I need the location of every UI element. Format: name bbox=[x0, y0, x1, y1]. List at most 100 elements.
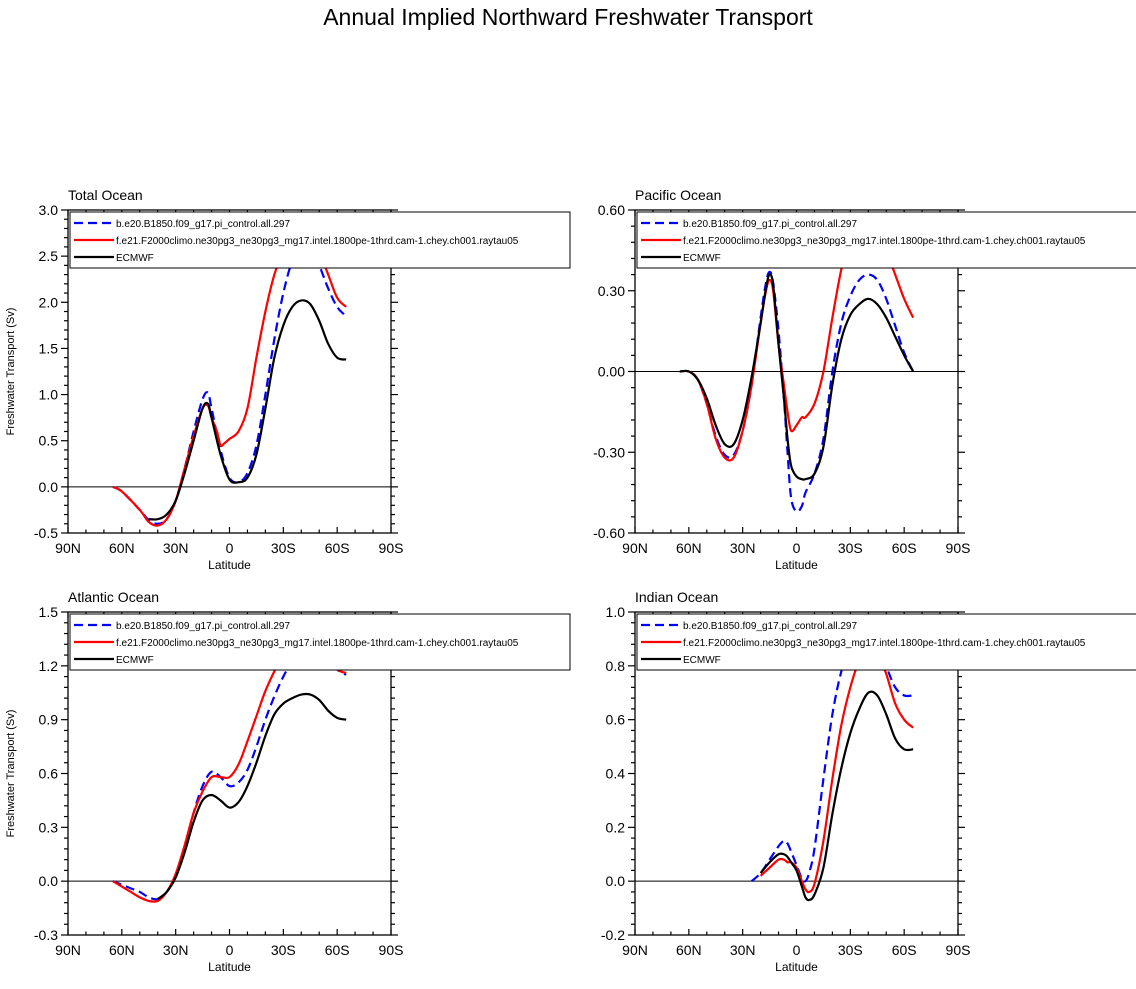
series-line-2 bbox=[112, 632, 347, 903]
x-tick-label: 60N bbox=[676, 942, 702, 958]
x-axis-label: Latitude bbox=[208, 558, 251, 572]
series-line-2 bbox=[759, 645, 914, 894]
y-axis-label: Freshwater Transport (Sv) bbox=[5, 710, 17, 838]
legend-label-3: ECMWF bbox=[116, 253, 154, 264]
legend-box bbox=[69, 211, 571, 269]
x-axis-label: Latitude bbox=[775, 558, 818, 572]
x-tick-label: 60S bbox=[892, 540, 917, 556]
x-tick-label: 0 bbox=[793, 942, 801, 958]
legend-label-1: b.e20.B1850.f09_g17.pi_control.all.297 bbox=[116, 621, 290, 632]
y-tick-label: 1.2 bbox=[39, 658, 59, 674]
figure-title: Annual Implied Northward Freshwater Tran… bbox=[323, 4, 813, 30]
y-tick-label: 1.0 bbox=[39, 387, 59, 403]
legend-label-1: b.e20.B1850.f09_g17.pi_control.all.297 bbox=[116, 219, 290, 230]
y-tick-label: 0.00 bbox=[598, 364, 625, 380]
chart-panel-2: Pacific Ocean 90N 60N 30N 0 30S 60S 90S -0.60 -0.… bbox=[593, 187, 1136, 572]
y-axis-label: Freshwater Transport (Sv) bbox=[5, 308, 17, 436]
legend: b.e20.B1850.f09_g17.pi_control.all.297 f.… bbox=[636, 613, 1136, 671]
legend-label-1: b.e20.B1850.f09_g17.pi_control.all.297 bbox=[683, 219, 857, 230]
x-tick-label: 30S bbox=[838, 540, 863, 556]
x-tick-label: 60S bbox=[325, 942, 350, 958]
y-tick-label: 0.6 bbox=[606, 712, 626, 728]
x-tick-label: 90N bbox=[55, 540, 81, 556]
y-tick-label: 1.5 bbox=[39, 340, 59, 356]
y-tick-label: -0.5 bbox=[34, 525, 58, 541]
x-tick-label: 90S bbox=[379, 942, 404, 958]
x-axis-label: Latitude bbox=[208, 960, 251, 974]
x-tick-label: 30S bbox=[271, 540, 296, 556]
y-tick-label: 0.30 bbox=[598, 283, 625, 299]
legend: b.e20.B1850.f09_g17.pi_control.all.297 f.… bbox=[69, 211, 571, 269]
x-tick-label: 60N bbox=[109, 540, 135, 556]
y-tick-label: 3.0 bbox=[39, 202, 59, 218]
series-line-1 bbox=[679, 270, 915, 513]
legend-box bbox=[636, 211, 1136, 269]
y-tick-label: -0.60 bbox=[593, 525, 625, 541]
x-tick-label: 0 bbox=[226, 942, 234, 958]
legend-label-2: f.e21.F2000climo.ne30pg3_ne30pg3_mg17.in… bbox=[116, 638, 519, 649]
x-tick-label: 0 bbox=[226, 540, 234, 556]
x-tick-label: 30S bbox=[271, 942, 296, 958]
chart-panel-3: Atlantic Ocean 90N 60N 30N 0 30S 60S 90S -0.3 0.0… bbox=[5, 589, 571, 974]
series-line-3 bbox=[157, 692, 347, 900]
series-line-1 bbox=[750, 624, 914, 883]
x-tick-label: 90N bbox=[622, 540, 648, 556]
y-tick-label: 1.5 bbox=[39, 604, 59, 620]
panel-title: Atlantic Ocean bbox=[68, 589, 159, 605]
y-tick-label: 0.60 bbox=[598, 202, 625, 218]
x-tick-label: 60S bbox=[892, 942, 917, 958]
x-axis-label: Latitude bbox=[775, 960, 818, 974]
series-line-3 bbox=[679, 273, 915, 481]
x-tick-label: 90S bbox=[946, 942, 971, 958]
panel-title: Pacific Ocean bbox=[635, 187, 721, 203]
y-tick-label: 0.0 bbox=[39, 873, 59, 889]
panel-title: Total Ocean bbox=[68, 187, 143, 203]
series-line-1 bbox=[112, 242, 347, 525]
x-tick-label: 60S bbox=[325, 540, 350, 556]
legend: b.e20.B1850.f09_g17.pi_control.all.297 f.… bbox=[69, 613, 571, 671]
legend-box bbox=[636, 613, 1136, 671]
legend-label-3: ECMWF bbox=[116, 655, 154, 666]
x-tick-label: 60N bbox=[676, 540, 702, 556]
x-tick-label: 30N bbox=[163, 540, 189, 556]
y-tick-label: 0.3 bbox=[39, 819, 59, 835]
x-tick-label: 60N bbox=[109, 942, 135, 958]
x-tick-label: 30N bbox=[730, 540, 756, 556]
legend-label-3: ECMWF bbox=[683, 655, 721, 666]
x-tick-label: 30N bbox=[163, 942, 189, 958]
y-tick-label: -0.3 bbox=[34, 927, 58, 943]
legend: b.e20.B1850.f09_g17.pi_control.all.297 f.… bbox=[636, 211, 1136, 269]
y-tick-label: -0.30 bbox=[593, 444, 625, 460]
x-tick-label: 90S bbox=[946, 540, 971, 556]
series-line-3 bbox=[148, 299, 347, 521]
y-tick-label: 0.0 bbox=[39, 479, 59, 495]
y-tick-label: 2.0 bbox=[39, 294, 59, 310]
y-tick-label: 0.0 bbox=[606, 873, 626, 889]
y-tick-label: 0.9 bbox=[39, 712, 59, 728]
chart-panel-1: Total Ocean 90N 60N 30N 0 30S 60S 90S -0.5 0.0 0.5… bbox=[5, 187, 571, 572]
y-tick-label: 0.2 bbox=[606, 819, 626, 835]
x-tick-label: 30N bbox=[730, 942, 756, 958]
chart-panel-4: Indian Ocean 90N 60N 30N 0 30S 60S 90S -0.2 0.0 0.… bbox=[601, 589, 1136, 974]
legend-box bbox=[69, 613, 571, 671]
y-tick-label: 0.6 bbox=[39, 766, 59, 782]
x-tick-label: 90N bbox=[622, 942, 648, 958]
y-tick-label: -0.2 bbox=[601, 927, 625, 943]
legend-label-2: f.e21.F2000climo.ne30pg3_ne30pg3_mg17.in… bbox=[683, 638, 1086, 649]
legend-label-3: ECMWF bbox=[683, 253, 721, 264]
y-tick-label: 0.5 bbox=[39, 433, 59, 449]
series-line-3 bbox=[759, 690, 914, 902]
y-tick-label: 0.8 bbox=[606, 658, 626, 674]
x-tick-label: 90S bbox=[379, 540, 404, 556]
legend-label-2: f.e21.F2000climo.ne30pg3_ne30pg3_mg17.in… bbox=[116, 236, 519, 247]
legend-label-2: f.e21.F2000climo.ne30pg3_ne30pg3_mg17.in… bbox=[683, 236, 1086, 247]
x-tick-label: 30S bbox=[838, 942, 863, 958]
panel-title: Indian Ocean bbox=[635, 589, 718, 605]
y-tick-label: 0.4 bbox=[606, 766, 626, 782]
legend-label-1: b.e20.B1850.f09_g17.pi_control.all.297 bbox=[683, 621, 857, 632]
x-tick-label: 90N bbox=[55, 942, 81, 958]
x-tick-label: 0 bbox=[793, 540, 801, 556]
y-tick-label: 2.5 bbox=[39, 248, 59, 264]
y-tick-label: 1.0 bbox=[606, 604, 626, 620]
